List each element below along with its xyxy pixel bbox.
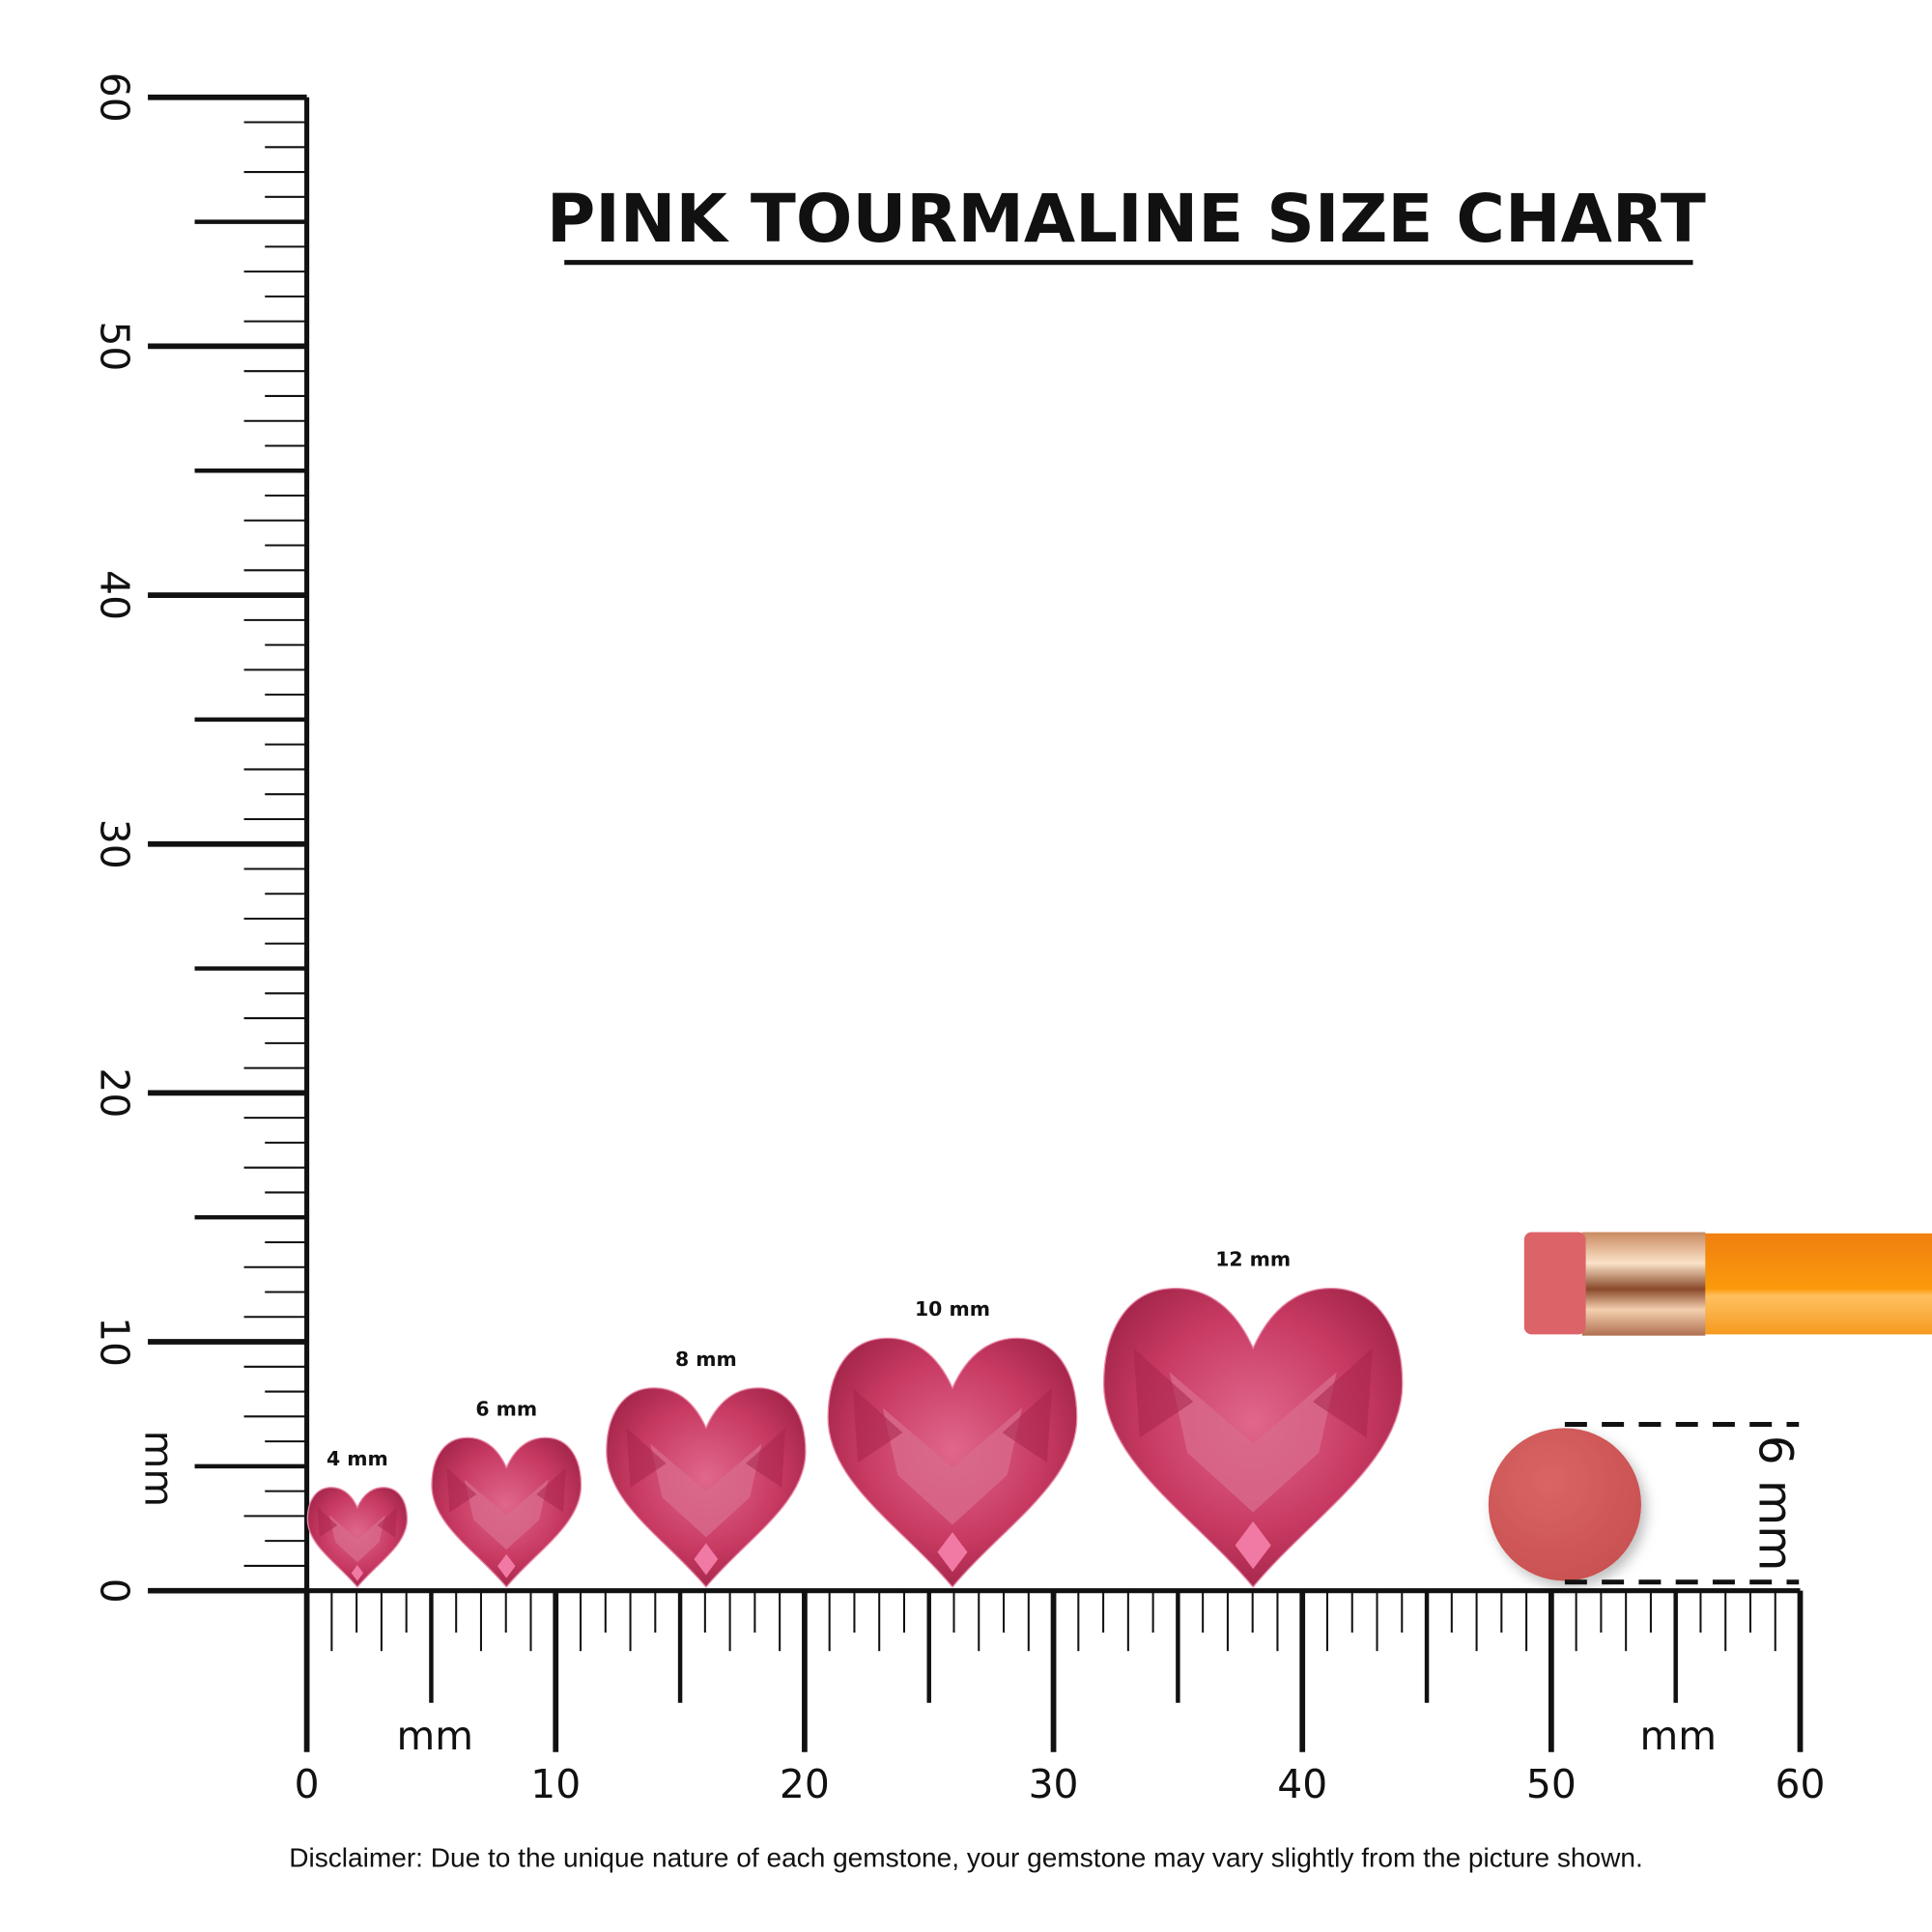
horizontal-ruler: 0 10 20 30 40 50 60 bbox=[295, 1588, 1826, 1807]
gemstone-size-label: 10 mm bbox=[915, 1297, 990, 1321]
gem-facet bbox=[1169, 1372, 1337, 1513]
gemstone-size-label: 8 mm bbox=[675, 1348, 737, 1371]
horizontal-unit-label-right: mm bbox=[1640, 1713, 1717, 1759]
gemstone-8mm: 8 mm bbox=[606, 1348, 807, 1588]
chart-title: PINK TOURMALINE SIZE CHART bbox=[547, 181, 1706, 258]
vertical-tick-label: 0 bbox=[92, 1578, 138, 1604]
gem-facet bbox=[351, 1565, 364, 1581]
gem-facet bbox=[329, 1515, 385, 1563]
gemstones: 4 mm 6 mm 8 mm 10 mm 12 mm bbox=[306, 1248, 1404, 1588]
vertical-tick-label: 30 bbox=[92, 819, 138, 869]
title-underline bbox=[564, 260, 1693, 266]
gem-facet bbox=[317, 1507, 398, 1538]
heart-gem-icon bbox=[431, 1436, 582, 1588]
horizontal-tick-label: 20 bbox=[780, 1761, 830, 1807]
vertical-tick-label: 40 bbox=[92, 570, 138, 620]
gem-facet bbox=[446, 1467, 567, 1513]
vertical-unit-label: mm bbox=[136, 1431, 183, 1507]
gem-facet bbox=[694, 1543, 719, 1576]
gemstone-size-label: 12 mm bbox=[1215, 1248, 1291, 1271]
vertical-tick-label: 20 bbox=[92, 1067, 138, 1118]
gemstone-4mm: 4 mm bbox=[306, 1447, 409, 1588]
heart-gem-icon bbox=[306, 1487, 409, 1588]
horizontal-tick-label: 40 bbox=[1277, 1761, 1327, 1807]
gemstone-6mm: 6 mm bbox=[431, 1397, 582, 1588]
vertical-tick-label: 10 bbox=[92, 1317, 138, 1367]
vertical-tick-label: 60 bbox=[92, 72, 138, 123]
vertical-tick-label: 50 bbox=[92, 321, 138, 371]
vertical-ruler: 0 10 20 30 40 50 60 bbox=[92, 72, 310, 1604]
gem-facet bbox=[497, 1553, 516, 1578]
gem-facet bbox=[650, 1443, 762, 1538]
horizontal-tick-label: 50 bbox=[1526, 1761, 1577, 1807]
gem-facet bbox=[464, 1479, 549, 1550]
gemstone-12mm: 12 mm bbox=[1102, 1248, 1404, 1588]
horizontal-tick-label: 0 bbox=[295, 1761, 320, 1807]
eraser-reference bbox=[1488, 1428, 1641, 1581]
heart-gem-icon bbox=[606, 1387, 807, 1588]
horizontal-tick-label: 60 bbox=[1776, 1761, 1826, 1807]
gem-facet bbox=[937, 1532, 968, 1573]
heart-gem-icon bbox=[1102, 1288, 1404, 1588]
gem-facet bbox=[1133, 1348, 1373, 1438]
gem-facet bbox=[626, 1427, 786, 1488]
gemstone-size-label: 4 mm bbox=[327, 1447, 388, 1470]
horizontal-unit-label-left: mm bbox=[397, 1713, 473, 1759]
pencil bbox=[1523, 1232, 1932, 1336]
horizontal-tick-label: 10 bbox=[530, 1761, 581, 1807]
heart-gem-icon bbox=[827, 1337, 1078, 1588]
disclaimer: Disclaimer: Due to the unique nature of … bbox=[289, 1842, 1642, 1872]
horizontal-tick-label: 30 bbox=[1029, 1761, 1079, 1807]
gem-facet bbox=[882, 1407, 1023, 1525]
gem-facet bbox=[1235, 1520, 1271, 1570]
pencil-eraser bbox=[1523, 1232, 1586, 1335]
pencil-body bbox=[1700, 1233, 1932, 1335]
gem-facet bbox=[852, 1387, 1053, 1463]
gemstone-10mm: 10 mm bbox=[827, 1297, 1078, 1588]
pencil-ferrule bbox=[1581, 1232, 1706, 1336]
gemstone-size-label: 6 mm bbox=[475, 1397, 537, 1420]
eraser-size-label: 6 mm bbox=[1747, 1435, 1802, 1572]
